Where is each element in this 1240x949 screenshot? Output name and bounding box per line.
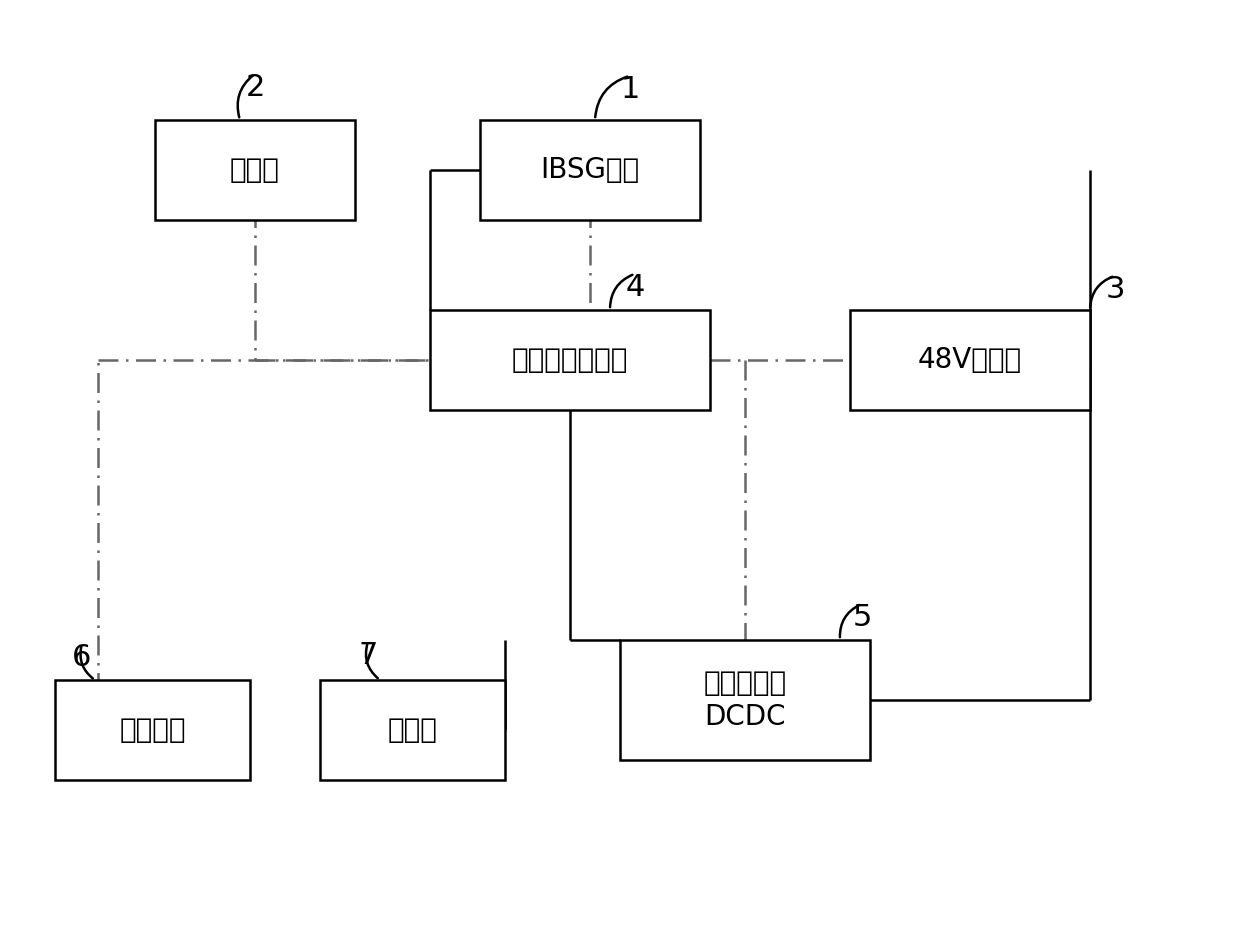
Text: 48V锂电池: 48V锂电池 <box>918 346 1022 374</box>
Text: 7: 7 <box>358 642 378 671</box>
Text: 发动机: 发动机 <box>231 156 280 184</box>
Text: 2: 2 <box>246 73 264 102</box>
Text: 发动机控制单元: 发动机控制单元 <box>512 346 629 374</box>
Bar <box>620 640 870 760</box>
Bar <box>155 120 355 220</box>
Text: 6: 6 <box>72 643 92 673</box>
Text: 5: 5 <box>852 604 872 632</box>
Text: 1: 1 <box>620 76 640 104</box>
Text: 直流变换器
DCDC: 直流变换器 DCDC <box>703 669 786 732</box>
Text: 蓄电池: 蓄电池 <box>388 716 438 744</box>
Bar <box>430 310 711 410</box>
Text: 3: 3 <box>1105 275 1125 305</box>
Bar <box>320 680 505 780</box>
Bar <box>55 680 250 780</box>
Bar <box>849 310 1090 410</box>
Bar <box>480 120 701 220</box>
Text: IBSG电机: IBSG电机 <box>541 156 640 184</box>
Text: 4: 4 <box>625 273 645 303</box>
Text: 整车负载: 整车负载 <box>119 716 186 744</box>
